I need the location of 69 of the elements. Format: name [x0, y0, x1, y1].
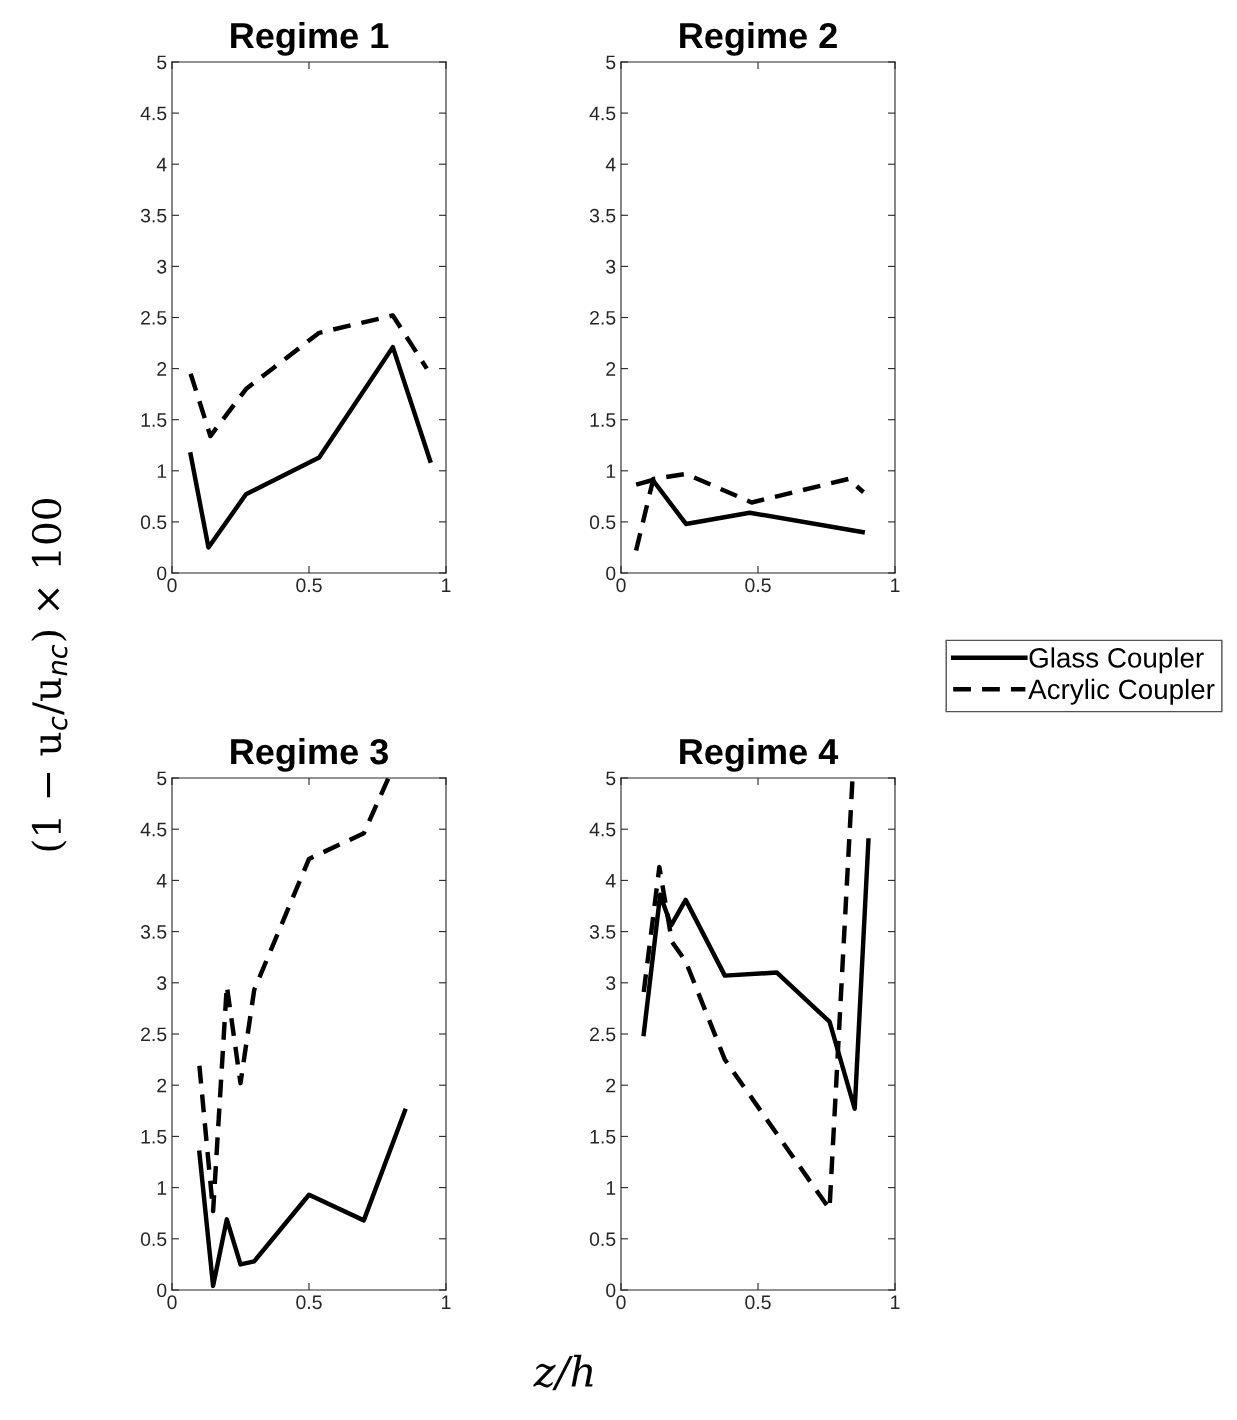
y-tick-label: 2.5 [590, 1027, 616, 1042]
y-tick-label: 3 [606, 976, 616, 991]
y-tick-label: 4.5 [589, 106, 616, 121]
y-tick-label: 0.5 [140, 515, 167, 530]
y-tick-label: 2 [157, 1078, 167, 1093]
chart-title: Regime 2 [680, 21, 837, 56]
y-tick-label: 0.5 [589, 1232, 616, 1247]
x-tick-label: 0.5 [745, 1295, 771, 1310]
y-tick-label: 3.5 [589, 208, 616, 223]
y-tick-label: 2 [606, 362, 616, 376]
y-tick-label: 4 [156, 157, 167, 172]
y-axis-title: (1 − u$_{c}$/u$_{nc}$) × 100 [31, 499, 68, 851]
x-tick-label: 1 [891, 578, 900, 592]
x-tick-label: 1 [442, 578, 451, 592]
y-tick-label: 5 [606, 55, 616, 70]
y-tick-label: 0.5 [589, 515, 616, 530]
line-series [633, 471, 866, 553]
y-tick-label: 1.5 [141, 1130, 167, 1144]
x-axis-title: z/h [533, 1354, 593, 1391]
x-tick-label: 0 [616, 578, 626, 593]
y-tick-label: 3.5 [140, 208, 167, 223]
y-tick-label: 1 [606, 464, 616, 478]
y-tick-label: 1 [606, 1181, 616, 1195]
y-tick-label: 2 [606, 1078, 616, 1093]
y-tick-label: 4.5 [140, 106, 167, 121]
y-tick-label: 5 [157, 771, 167, 786]
y-tick-label: 2 [157, 362, 167, 376]
y-tick-label: 4.5 [589, 822, 616, 837]
y-tick-label: 1.5 [141, 413, 167, 427]
y-tick-label: 5 [157, 55, 167, 70]
x-tick-label: 1 [891, 1295, 900, 1309]
y-tick-label: 2.5 [141, 1027, 167, 1042]
y-tick-label: 4 [605, 157, 616, 172]
y-tick-label: 3.5 [589, 925, 616, 939]
x-tick-label: 1 [442, 1295, 451, 1309]
y-tick-label: 4.5 [140, 822, 167, 837]
chart-title: Regime 1 [231, 21, 389, 56]
line-series [197, 1108, 408, 1289]
y-tick-label: 3 [157, 976, 167, 991]
line-series [197, 778, 391, 1214]
y-tick-label: 1 [157, 464, 167, 478]
legend-label: Glass Coupler [1029, 647, 1204, 674]
y-tick-label: 2.5 [590, 310, 616, 325]
y-tick-label: 4 [156, 874, 167, 888]
line-series [188, 344, 433, 550]
y-tick-label: 0 [157, 1283, 167, 1298]
x-tick-label: 0.5 [296, 1295, 322, 1310]
line-series [188, 313, 430, 439]
y-tick-label: 0 [157, 566, 167, 581]
x-tick-label: 0 [616, 1295, 626, 1310]
y-tick-label: 0.5 [140, 1232, 167, 1247]
y-tick-label: 2.5 [141, 310, 167, 325]
y-tick-label: 0 [606, 1283, 616, 1298]
y-tick-label: 3.5 [140, 925, 167, 939]
x-tick-label: 0 [167, 578, 177, 593]
y-tick-label: 1 [157, 1181, 167, 1195]
y-tick-label: 5 [606, 771, 616, 786]
legend-label: Acrylic Coupler [1028, 678, 1215, 705]
y-tick-label: 0 [606, 566, 616, 581]
x-tick-label: 0.5 [296, 578, 322, 593]
y-tick-label: 3 [157, 259, 167, 274]
chart-title: Regime 4 [680, 737, 839, 772]
y-tick-label: 1.5 [590, 413, 616, 427]
x-tick-label: 0.5 [745, 578, 771, 593]
x-tick-label: 0 [167, 1295, 177, 1310]
y-tick-label: 3 [606, 259, 616, 274]
chart-title: Regime 3 [231, 737, 388, 772]
y-tick-label: 1.5 [590, 1130, 616, 1144]
y-tick-label: 4 [605, 874, 616, 888]
